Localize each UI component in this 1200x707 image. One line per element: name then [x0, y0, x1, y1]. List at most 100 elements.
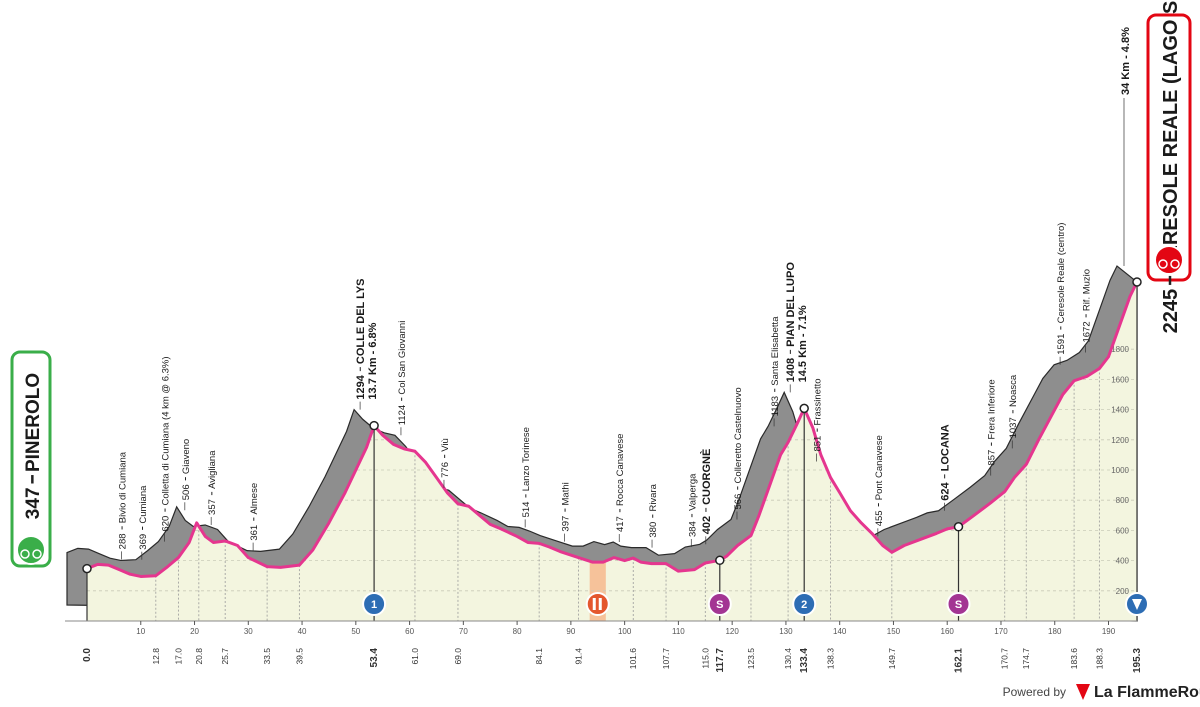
start-label-text: 347 — [23, 487, 44, 519]
waypoint-label: 288 Bivio di Cumiana — [117, 451, 128, 549]
waypoint-label: 397 Mathi — [560, 482, 571, 531]
x-tick-label: 80 — [513, 627, 522, 636]
x-tick-label: 70 — [459, 627, 468, 636]
waypoint-label-text: Rif. Muzio — [1081, 269, 1092, 311]
y-tick-label: 1000 — [1111, 466, 1129, 475]
waypoint-label: 1294 COLLE DEL LYS — [355, 278, 367, 399]
waypoint-label-text: PIAN DEL LUPO — [785, 262, 797, 347]
marker — [715, 555, 725, 566]
waypoint-label: 1183 Santa Elisabetta — [770, 316, 781, 417]
waypoint-label: 380 Rivara — [648, 483, 659, 537]
x-tick-label: 110 — [672, 627, 685, 636]
km-label: 84.1 — [534, 648, 544, 665]
waypoint-label: 369 Cumiana — [138, 485, 149, 550]
km-label: 17.0 — [173, 648, 183, 665]
waypoint-label-text: Mathi — [560, 482, 571, 505]
finish-label-text: 2245 — [1160, 289, 1182, 334]
waypoint-label-text: 506 — [181, 484, 192, 500]
waypoint-label-text: Lanzo Torinese — [521, 427, 532, 491]
powered-by: Powered by — [1003, 685, 1066, 699]
km-label: 61.0 — [410, 648, 420, 665]
badge-label: S — [955, 599, 962, 611]
brand-name: La FlammeRouge — [1094, 684, 1200, 701]
waypoint-label-text: 1124 — [397, 405, 408, 425]
waypoint-label-text: 1183 — [770, 396, 781, 416]
marker — [369, 420, 379, 431]
x-tick-label: 50 — [351, 627, 360, 636]
start-icon-wheel — [32, 549, 42, 559]
finish-label-text: CERESOLE REALE (LAGO SERRU') — [1160, 0, 1182, 273]
waypoint-label: 384 Valperga — [687, 473, 698, 537]
waypoint-label-text: Cumiana — [138, 485, 149, 524]
waypoint-label-text: 624 — [940, 482, 952, 501]
marker — [799, 403, 809, 414]
km-label: 162.1 — [954, 648, 965, 673]
y-tick-label: 1400 — [1111, 406, 1129, 415]
waypoint-label: 776 Viù — [440, 438, 451, 478]
finish-climb: 34 Km - 4.8% — [1120, 27, 1132, 95]
km-label: 107.7 — [661, 648, 671, 670]
km-label: 188.3 — [1094, 648, 1104, 670]
km-label: 133.4 — [799, 648, 810, 673]
waypoint-label-text: 566 — [733, 494, 744, 510]
waypoint-label-text: 1294 — [355, 374, 367, 399]
waypoint-label-text: 1408 — [785, 358, 797, 382]
waypoint-label-text: 357 — [207, 499, 218, 515]
finish-label: 2245 CERESOLE REALE (LAGO SERRU') — [1160, 0, 1182, 333]
waypoint-label: 417 Rocca Canavese — [615, 434, 626, 532]
waypoint-label: 566 Colleretto Castelnuovo — [733, 387, 744, 509]
waypoint-label-text: 455 — [874, 510, 885, 526]
x-tick-label: 10 — [136, 627, 145, 636]
y-tick-label: 800 — [1116, 496, 1130, 505]
finish-icon-arrow — [1132, 599, 1142, 610]
climb-info: 14.5 Km - 7.1% — [797, 305, 809, 382]
km-label: 25.7 — [220, 648, 230, 665]
km-label: 117.7 — [715, 648, 726, 673]
waypoint-label-text: Colletta di Cumiana (4 km @ 6.3%) — [160, 356, 171, 505]
km-label: 91.4 — [573, 648, 583, 665]
waypoint-label-text: 384 — [687, 521, 698, 537]
badge-label: S — [716, 599, 723, 611]
marker — [1132, 277, 1142, 287]
km-label: 123.5 — [746, 648, 756, 670]
waypoint-label-text: Frassinetto — [813, 378, 824, 425]
waypoint-label-text: LOCANA — [940, 424, 952, 471]
waypoint-label: 851 Frassinetto — [813, 378, 824, 451]
x-tick-label: 160 — [941, 627, 955, 636]
badge-label: 2 — [801, 599, 807, 611]
waypoint-label-text: 288 — [117, 533, 128, 549]
waypoint-label-text: Colleretto Castelnuovo — [733, 387, 744, 483]
y-tick-label: 1600 — [1111, 375, 1129, 384]
waypoint-label-text: 1591 — [1056, 334, 1067, 355]
waypoint-label-text: 776 — [440, 462, 451, 478]
waypoint-label: 1672 Rif. Muzio — [1081, 269, 1092, 343]
km-label: 170.7 — [1000, 648, 1010, 670]
y-tick-label: 200 — [1116, 587, 1130, 596]
finish-box-icon — [1154, 245, 1184, 275]
km-label: 149.7 — [887, 648, 897, 670]
y-tick-label: 1800 — [1111, 345, 1129, 354]
x-tick-label: 20 — [190, 627, 199, 636]
waypoint-label: 506 Giaveno — [181, 439, 192, 500]
waypoint-label-text: Rocca Canavese — [615, 434, 626, 506]
waypoint-label: 1037 Noasca — [1008, 374, 1019, 438]
marker — [953, 522, 964, 532]
waypoint-label-text: 361 — [249, 525, 260, 541]
waypoint-label-text: 514 — [521, 502, 532, 518]
x-tick-label: 120 — [725, 627, 739, 636]
km-label: 195.3 — [1132, 648, 1143, 673]
badge — [792, 592, 817, 616]
finish-icon-wheel — [1158, 259, 1168, 269]
x-tick-label: 190 — [1102, 627, 1116, 636]
km-label: 138.3 — [826, 648, 836, 670]
feed-icon — [585, 592, 610, 616]
badge-label: 1 — [371, 599, 377, 611]
x-tick-label: 30 — [244, 627, 253, 636]
x-tick-label: 140 — [833, 627, 847, 636]
km-label: 0.0 — [82, 648, 93, 662]
km-label: 101.6 — [628, 648, 638, 670]
climb-info: 13.7 Km - 6.8% — [367, 322, 379, 399]
start-icon-wheel — [20, 549, 30, 559]
waypoint-label: 624 LOCANA — [940, 424, 952, 501]
waypoint-label: 1124 Col San Giovanni — [397, 321, 408, 426]
